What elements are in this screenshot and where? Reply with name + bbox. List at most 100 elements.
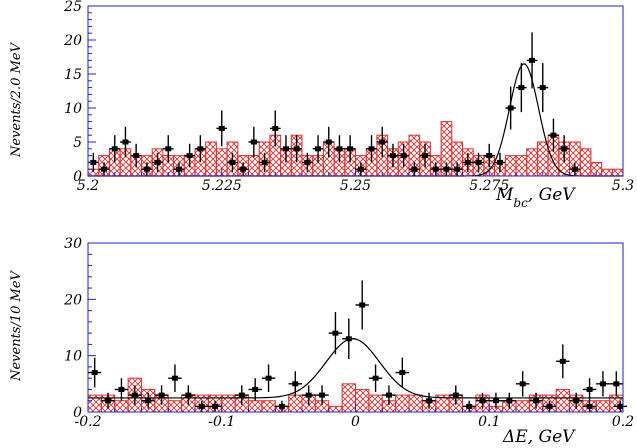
y-tick-label: 15: [64, 67, 82, 83]
data-point: [542, 400, 557, 412]
x-tick-label: -0.1: [208, 414, 235, 430]
data-point: [548, 118, 559, 152]
data-point: [475, 392, 490, 409]
histogram-bin: [408, 394, 423, 413]
data-point: [529, 392, 543, 409]
data-points-delta-e: [88, 280, 628, 412]
data-point: [395, 357, 409, 388]
histogram-bin: [555, 388, 570, 413]
data-point: [261, 364, 276, 392]
y-tick-label: 30: [64, 236, 82, 252]
data-point: [613, 400, 628, 412]
y-tick-label: 10: [64, 349, 82, 365]
histogram-bin: [261, 400, 276, 413]
data-point: [582, 400, 597, 412]
histogram-bin: [595, 400, 611, 413]
data-point: [569, 392, 583, 409]
data-point: [154, 385, 169, 405]
histogram-bin: [248, 155, 260, 177]
data-point: [248, 126, 260, 158]
data-point: [312, 135, 324, 163]
data-point: [494, 152, 506, 173]
data-point: [227, 152, 238, 173]
data-point: [259, 152, 270, 173]
histogram-bin: [341, 383, 356, 413]
data-point: [473, 152, 484, 173]
y-tick-label: 10: [64, 101, 82, 117]
data-point: [449, 385, 463, 405]
x-axis-mbc: 5.2 5.225 5.25 5.275 5.3: [77, 168, 634, 194]
data-point: [280, 135, 292, 163]
y-tick-label: 0: [73, 405, 82, 421]
data-point: [398, 143, 409, 168]
data-point: [235, 385, 249, 405]
x-axis-title-delta-e: ΔE, GeV: [502, 427, 576, 447]
histogram-bin: [167, 400, 183, 413]
histogram-bin: [248, 400, 263, 413]
data-point: [288, 371, 302, 397]
data-point: [328, 312, 343, 355]
data-point: [109, 135, 121, 163]
y-axis-title-mbc: Nevents/2.0 MeV: [9, 41, 24, 158]
data-point: [141, 392, 155, 409]
x-tick-label: 5.2: [77, 178, 99, 194]
x-tick-label: 0: [351, 414, 360, 430]
histogram-bin: [611, 168, 624, 177]
data-point: [483, 143, 495, 168]
data-point: [334, 135, 345, 163]
data-point: [596, 371, 610, 397]
x-tick-label: 0.1: [478, 414, 500, 430]
data-point: [422, 392, 436, 409]
data-point: [489, 392, 503, 409]
data-point: [195, 135, 206, 163]
y-axis-delta-e: 0 10 20 30: [63, 236, 96, 421]
data-point: [526, 32, 538, 89]
data-point: [441, 162, 452, 176]
data-point: [516, 371, 530, 397]
panel-delta-e: -0.2 -0.1 0 0.1 0.2 0 10 20 30 Nevents/10 MeV Δ…: [9, 236, 634, 447]
data-point: [502, 392, 516, 409]
data-point: [302, 152, 313, 173]
histogram-bin: [395, 394, 410, 413]
data-point: [216, 110, 228, 147]
x-tick-label: 5.225: [202, 178, 242, 194]
data-point: [269, 110, 281, 147]
y-tick-label: 20: [63, 292, 82, 308]
y-tick-label: 5: [73, 135, 82, 151]
data-point: [173, 162, 185, 176]
data-point: [128, 385, 142, 405]
y-tick-label: 0: [73, 169, 82, 185]
data-point: [168, 364, 182, 392]
histogram-bin: [526, 148, 538, 177]
data-point: [409, 162, 420, 176]
data-points-mbc: [88, 32, 581, 176]
panel-mbc: 5.2 5.225 5.25 5.275 5.3 0 5 10 15 20 25 Nevents/…: [9, 0, 634, 210]
data-point: [355, 280, 369, 330]
histogram-bin: [536, 141, 549, 177]
data-point: [505, 86, 516, 130]
data-point: [419, 143, 431, 168]
x-axis-title-mbc: Mbc, GeV: [495, 185, 576, 210]
data-point: [323, 126, 335, 158]
data-point: [130, 143, 142, 168]
data-point: [208, 400, 222, 412]
data-point: [237, 162, 249, 176]
histogram-bin: [368, 394, 383, 413]
x-tick-label: 0.2: [612, 414, 634, 430]
x-tick-label: 5.275: [469, 178, 509, 194]
data-point: [462, 400, 476, 412]
data-point: [387, 143, 399, 168]
data-point: [248, 378, 262, 401]
data-point: [344, 135, 356, 163]
data-point: [569, 162, 581, 176]
y-axis-title-delta-e: Nevents/10 MeV: [9, 269, 24, 381]
histogram-bin: [515, 400, 530, 413]
x-tick-label: 5.25: [340, 178, 371, 194]
data-point: [558, 135, 570, 163]
data-point: [120, 126, 131, 158]
histogram-bin: [205, 141, 217, 177]
histogram-bin: [515, 155, 528, 177]
data-point: [516, 63, 527, 113]
data-point: [366, 135, 377, 163]
